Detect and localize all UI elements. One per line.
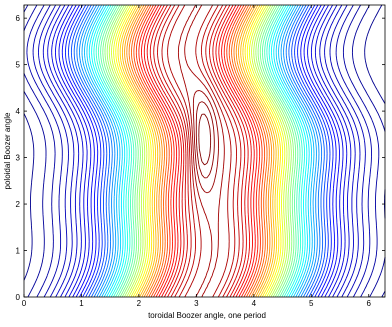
contour-line-18 (79, 4, 320, 298)
x-tick-label: 2 (137, 299, 142, 308)
contour-line-13 (65, 4, 334, 298)
contour-line-47 (146, 4, 252, 298)
contour-line-42 (133, 4, 266, 298)
contour-line-54 (192, 90, 219, 194)
contour-line-43 (135, 4, 263, 298)
x-tick-label: 6 (367, 299, 372, 308)
y-tick-label: 3 (16, 154, 21, 163)
axes-box (23, 4, 386, 298)
y-tick-label: 5 (16, 61, 21, 70)
contour-line-2 (23, 4, 386, 298)
y-tick-label: 1 (16, 247, 21, 256)
contour-line-37 (121, 4, 277, 298)
contour-line-38 (124, 4, 275, 298)
contour-line-40 (128, 4, 270, 298)
y-tick-label: 6 (16, 14, 21, 23)
contour-line-28 (102, 4, 297, 298)
contour-line-6 (38, 4, 361, 298)
contour-line-17 (76, 4, 323, 298)
y-tick-label: 4 (16, 107, 21, 116)
contour-line-15 (70, 4, 328, 298)
x-tick-label: 1 (79, 299, 84, 308)
contour-line-7 (42, 4, 356, 298)
y-tick-label: 2 (16, 200, 21, 209)
contour-line-29 (104, 4, 294, 298)
contour-line-5 (32, 4, 366, 298)
x-tick-label: 0 (22, 299, 27, 308)
contour-line-11 (58, 4, 340, 298)
contour-line-26 (97, 4, 301, 298)
contour-line-32 (111, 4, 288, 298)
contour-line-1 (23, 4, 386, 298)
contour-line-9 (51, 4, 348, 298)
contour-line-41 (131, 4, 268, 298)
contour-line-48 (149, 4, 249, 298)
contour-line-46 (143, 4, 255, 298)
x-tick-label: 4 (252, 299, 257, 308)
contour-line-33 (113, 4, 286, 298)
contour-line-50 (157, 4, 242, 298)
y-axis-label: poloidal Boozer angle (3, 112, 12, 189)
x-tick-label: 3 (194, 299, 199, 308)
contour-line-35 (117, 4, 281, 298)
contour-line-34 (115, 4, 284, 298)
contour-line-44 (138, 4, 261, 298)
contour-lines (23, 4, 386, 298)
contour-line-25 (95, 4, 303, 298)
contour-line-21 (86, 4, 312, 298)
contour-line-31 (108, 4, 290, 298)
contour-line-45 (141, 4, 258, 298)
contour-line-27 (100, 4, 299, 298)
contour-line-16 (73, 4, 325, 298)
x-axis-label: toroidal Boozer angle, one period (148, 311, 266, 320)
contour-line-51 (161, 4, 237, 298)
y-tick-label: 0 (16, 293, 21, 302)
contour-line-52 (167, 4, 232, 298)
contour-line-19 (81, 4, 317, 298)
contour-line-20 (84, 4, 315, 298)
contour-line-55 (195, 101, 215, 179)
axes: 0 1 2 3 4 5 6 0 1 2 3 4 5 6 (16, 4, 386, 308)
contour-line-4 (26, 4, 372, 298)
x-tick-label: 5 (309, 299, 314, 308)
contour-line-24 (93, 4, 305, 298)
contour-line-39 (126, 4, 273, 298)
contour-line-56 (198, 113, 212, 166)
contour-line-12 (61, 4, 337, 298)
